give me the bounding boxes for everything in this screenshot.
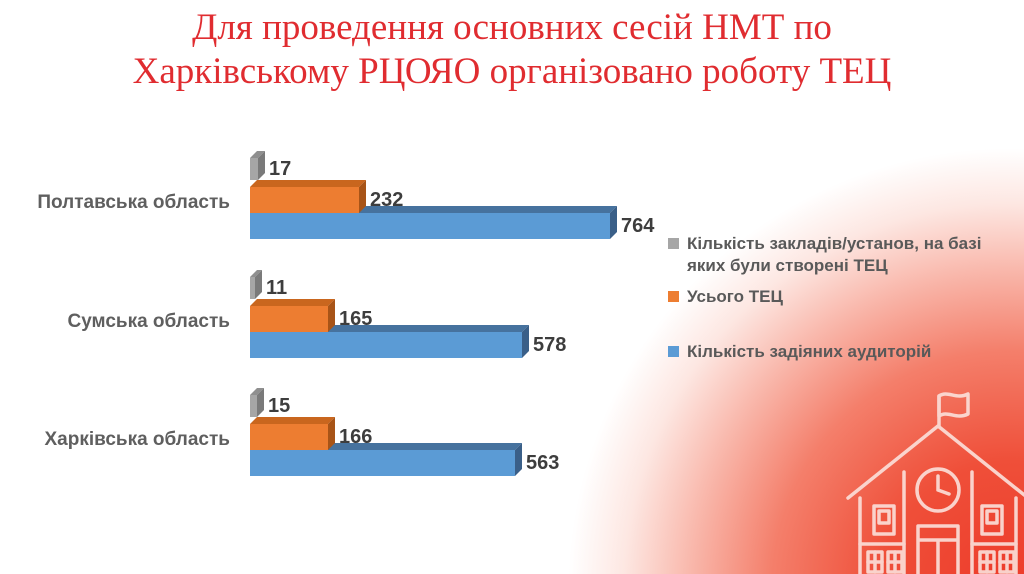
bar-series-1 [250,180,366,213]
legend-label: Усього ТЕЦ [687,287,783,307]
bar-series-0 [250,388,264,417]
bar-series-1 [250,417,335,450]
bar-side-face [515,443,522,476]
bar-group: Сумська область 11 165 578 [0,269,1024,366]
legend-color-swatch [668,291,679,303]
roof [846,424,1024,500]
bar-series-2 [250,324,529,358]
right-window-panes [978,550,1016,574]
bar-group: Полтавська область 17 232 764 [0,151,1024,247]
value-label: 165 [339,307,373,330]
left-window-panes [866,550,904,574]
bar-group: Харківська область 15 166 563 [0,388,1024,484]
legend-color-swatch [668,238,679,249]
flag [937,392,970,418]
value-label: 15 [268,395,291,417]
bar-side-face [522,324,529,358]
category-label: Полтавська область [37,192,230,213]
bar-side-face [258,151,265,180]
value-label: 764 [621,215,655,237]
slide-title: Для проведення основних сесій НМТ по Харк… [0,6,1024,93]
value-label: 11 [266,276,288,299]
bar-series-2 [250,443,522,476]
bar-side-face [257,388,264,417]
bar-series-2 [250,206,617,239]
title-line-2: Харківському РЦОЯО організовано роботу Т… [132,50,892,92]
legend-item: Кількість закладів/установ, на базі яких… [668,233,998,277]
right-upper-pane [985,509,999,525]
bar-series-1 [250,298,335,332]
clock-hands [936,474,951,496]
bar-top-face [250,180,366,187]
value-label: 232 [370,189,404,211]
value-label: 166 [339,426,373,448]
right-upper-window [980,504,1004,536]
value-label: 578 [533,333,567,356]
title-line-1: Для проведення основних сесій НМТ по [192,7,832,48]
left-upper-pane [877,509,891,525]
tower-walls [902,470,974,574]
value-label: 563 [526,452,560,474]
bar-series-0 [250,151,265,180]
door [916,524,960,574]
chart-legend: Кількість закладів/установ, на базі яких… [668,233,998,363]
bar-series-0 [250,269,262,299]
left-upper-window [872,504,896,536]
legend-color-swatch [668,346,679,358]
school-building-icon [846,392,1024,574]
bar-side-face [610,206,617,239]
bar-top-face [250,298,335,306]
legend-item: Кількість задіяних аудиторій [668,341,998,363]
legend-label: Кількість задіяних аудиторій [687,342,932,362]
legend-label: Кількість закладів/установ, на базі яких… [687,234,982,276]
category-label: Сумська область [67,310,230,332]
value-label: 17 [269,158,292,180]
category-label: Харківська область [44,429,230,450]
bar-top-face [250,417,335,424]
clock-face [915,467,961,513]
legend-item: Усього ТЕЦ [668,286,998,308]
